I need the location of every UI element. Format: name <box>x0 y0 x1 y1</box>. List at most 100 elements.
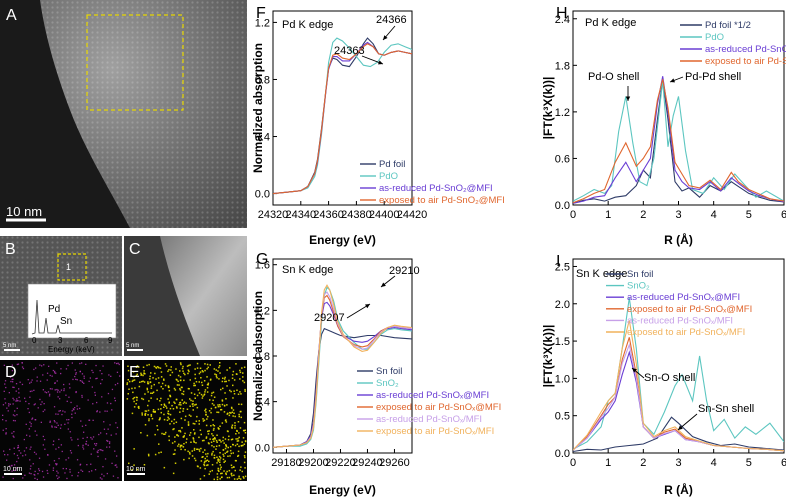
legend-entry: exposed to air Pd-SnOₓ/MFI <box>376 426 494 437</box>
panel-label-h: H <box>556 5 568 22</box>
legend-entry: SnO₂ <box>376 378 399 389</box>
legend-entry: exposed to air Pd-SnOₓ@MFI <box>627 304 752 315</box>
y-tick-label: 2.4 <box>555 14 570 26</box>
x-axis-label: R (Å) <box>664 232 693 247</box>
eds-map-d <box>0 360 122 481</box>
y-tick-label: 0.4 <box>255 132 270 144</box>
annotation-label: Sn-O shell <box>644 372 695 384</box>
x-axis-label: Energy (eV) <box>309 233 376 247</box>
pd-map-dots <box>2 362 121 481</box>
y-tick-label: 0.8 <box>255 351 270 363</box>
eds-xlabel: Energy (keV) <box>48 345 95 354</box>
y-axis-label: |FT(k³X(k))| <box>541 77 555 140</box>
y-tick-label: 1.2 <box>555 107 570 119</box>
eds-inset-b <box>27 283 117 339</box>
annotation-arrowhead <box>678 425 683 430</box>
annotation-label: 24363 <box>334 45 365 57</box>
legend-entry: as-reduced Pd-SnOₓ@MFI <box>376 390 489 401</box>
annotation-label: Pd-Pd shell <box>685 71 741 83</box>
y-tick-label: 0.5 <box>555 411 570 423</box>
eds-spectrum-b <box>31 299 112 335</box>
panel-label-f: F <box>256 5 266 22</box>
selection-box-a <box>86 14 184 111</box>
x-tick-label: 29260 <box>379 457 410 469</box>
eds-tick-0: 0 <box>32 336 37 345</box>
annotation-label: Sn-Sn shell <box>698 403 754 415</box>
legend-entry: Pd foil *1/2 <box>705 20 751 31</box>
y-tick-label: 1.6 <box>255 260 270 272</box>
roi-label-b: 1 <box>66 262 71 272</box>
eds-tick-3: 3 <box>58 336 63 345</box>
x-tick-label: 1 <box>605 457 611 469</box>
x-tick-label: 1 <box>605 209 611 221</box>
panel-label-c: C <box>129 241 141 258</box>
annotation-arrowhead <box>625 96 631 101</box>
legend-entry: as-reduced Pd-SnOₓ/MFI <box>376 414 482 425</box>
legend-entry: as-reduced Pd-SnOₓ@MFI <box>627 292 740 303</box>
legend-entry: exposed to air Pd-SnOₓ/MFI <box>627 327 745 338</box>
x-tick-label: 5 <box>746 457 752 469</box>
scalebar-label-b: 5 nm <box>3 343 16 349</box>
x-tick-label: 0 <box>570 457 576 469</box>
chart-title: Sn K edge <box>282 264 333 276</box>
x-tick-label: 6 <box>781 457 786 469</box>
legend-entry: Sn foil <box>627 269 653 280</box>
legend-entry: PdO <box>379 171 398 182</box>
series-line <box>273 43 412 195</box>
y-tick-label: 0.0 <box>555 448 570 460</box>
annotation-label: 29210 <box>389 265 420 277</box>
panel-label-g: G <box>256 251 268 268</box>
image-panel-a: A 10 nm <box>0 0 247 228</box>
x-tick-label: 24320 <box>258 209 289 221</box>
y-tick-label: 0.8 <box>255 74 270 86</box>
legend-entry: as-reduced Pd-SnO₂@MFI <box>379 183 493 194</box>
x-axis-label: R (Å) <box>664 482 693 497</box>
panel-label-e: E <box>129 364 140 381</box>
x-tick-label: 24420 <box>397 209 428 221</box>
eds-tick-6: 6 <box>84 336 89 345</box>
image-panel-c: C 5 nm <box>124 236 247 356</box>
annotation-arrowhead <box>383 35 388 40</box>
annotation-arrowhead <box>632 368 637 373</box>
series-line <box>573 342 784 452</box>
annotation-arrowhead <box>381 282 386 287</box>
chart-panel-h: H 0 1 2 3 4 5 6 0.0 0.6 1.2 1.8 2.4 R (Å) |FT(k³X(k))|… <box>541 5 786 247</box>
image-panel-d: D 10 nm <box>0 360 122 481</box>
image-panel-e: E 10 nm <box>124 360 247 481</box>
x-tick-label: 24340 <box>286 209 317 221</box>
chart-title: Pd K edge <box>585 17 636 29</box>
annotation-arrowhead <box>365 304 370 309</box>
annotation-label: 29207 <box>314 312 345 324</box>
selection-box-b <box>57 253 87 281</box>
panel-label-i: I <box>556 253 560 270</box>
x-tick-label: 29220 <box>325 457 356 469</box>
series-line <box>573 320 784 452</box>
series-line <box>273 37 412 195</box>
annotation-arrowhead <box>670 78 675 83</box>
x-axis-label: Energy (eV) <box>309 483 376 497</box>
annotation-label: 24366 <box>376 14 407 26</box>
panel-label-b: B <box>5 241 16 258</box>
eds-sn-label: Sn <box>60 316 72 327</box>
sn-map-dots <box>126 362 247 481</box>
y-tick-label: 0.0 <box>255 442 270 454</box>
x-tick-label: 4 <box>711 457 717 469</box>
y-tick-label: 1.5 <box>555 336 570 348</box>
chart-title: Pd K edge <box>282 19 333 31</box>
legend-entry: exposed to air Pd-SnO₂@MFI <box>379 195 505 206</box>
chart-panel-i: I 0 1 2 3 4 5 6 0.0 0.5 1.0 1.5 2.0 2.5 R (Å) |FT(k³X(k… <box>541 253 786 497</box>
y-axis-label: Normalized absorption <box>251 43 265 173</box>
x-tick-label: 29180 <box>271 457 302 469</box>
panel-label-d: D <box>5 364 17 381</box>
annotation-label: Pd-O shell <box>588 71 639 83</box>
series-line <box>273 291 412 448</box>
series-line <box>573 79 784 204</box>
x-tick-label: 29240 <box>352 457 383 469</box>
series-line <box>573 416 784 453</box>
y-tick-label: 1.8 <box>555 60 570 72</box>
x-tick-label: 29200 <box>298 457 329 469</box>
y-tick-label: 0.4 <box>255 397 270 409</box>
